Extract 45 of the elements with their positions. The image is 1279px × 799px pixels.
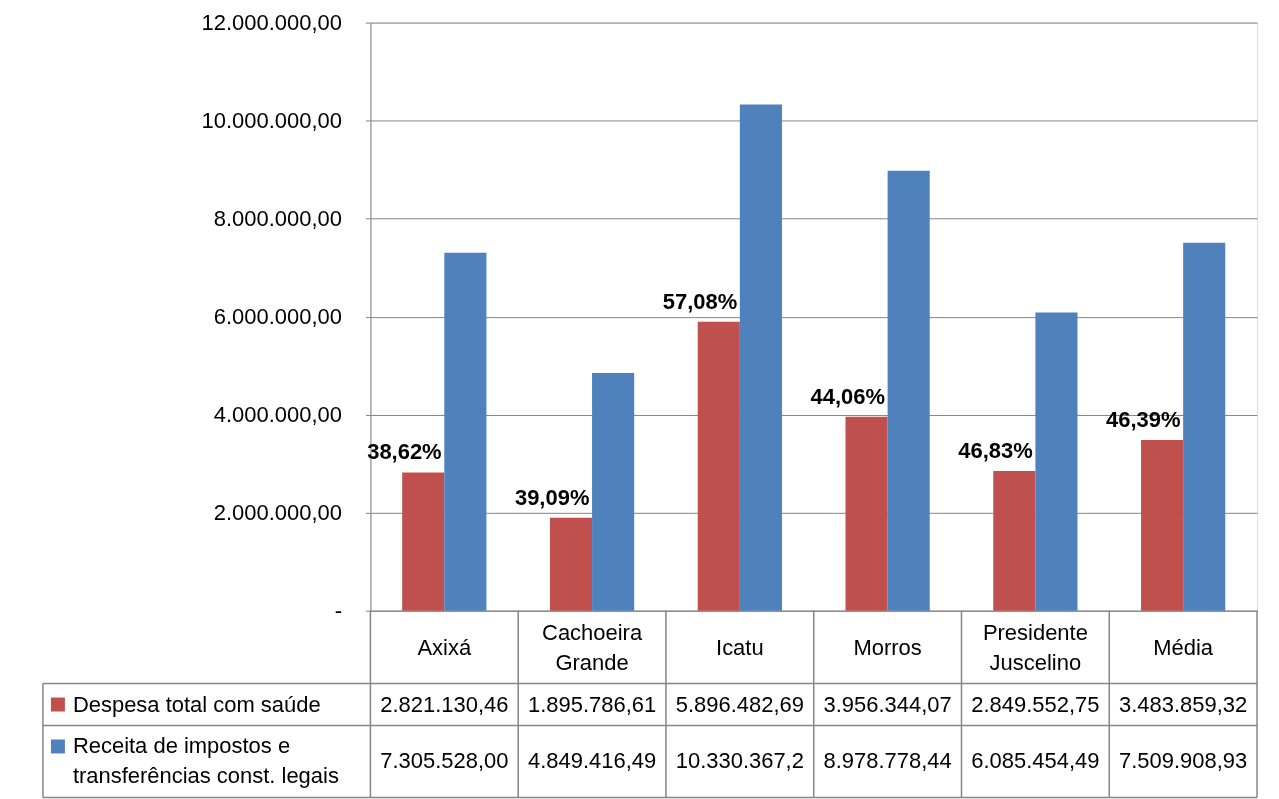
x-tick-label: Presidente Juscelino	[982, 619, 1088, 675]
data-label: 3.483.859,32	[1119, 691, 1248, 717]
y-tick-label: 2.000.000,00	[213, 500, 342, 526]
bar	[887, 170, 930, 611]
data-label: 2.849.552,75	[971, 691, 1100, 717]
x-tick-label: Cachoeira Grande	[542, 619, 643, 675]
y-tick-label: 4.000.000,00	[213, 402, 342, 428]
x-tick-label: Média	[1153, 634, 1214, 660]
data-label: 3.956.344,07	[823, 691, 952, 717]
bar	[1183, 242, 1226, 611]
annotation: 38,62%	[367, 439, 442, 465]
data-label: 7.305.528,00	[380, 748, 509, 774]
data-label: 10.330.367,2	[675, 748, 804, 774]
annotation: 39,09%	[514, 484, 590, 510]
bar	[845, 416, 888, 611]
bar	[549, 517, 593, 611]
data-label: 4.849.416,49	[527, 748, 657, 774]
x-tick-label: Morros	[853, 634, 922, 660]
y-tick-label: 6.000.000,00	[213, 304, 342, 330]
y-tick-label: 12.000.000,00	[201, 10, 342, 36]
y-tick-label: -	[334, 598, 342, 624]
bar	[993, 471, 1036, 611]
legend-label: Receita de impostos e transferências const. legais	[72, 733, 339, 789]
bar	[1035, 312, 1078, 611]
data-label: 6.085.454,49	[971, 748, 1100, 774]
annotation: 57,08%	[662, 288, 738, 314]
data-label: 5.896.482,69	[675, 691, 804, 717]
annotation: 44,06%	[810, 383, 885, 409]
data-label: 1.895.786,61	[527, 691, 657, 717]
data-label: 8.978.778,44	[823, 748, 952, 774]
data-label: 2.821.130,46	[380, 691, 509, 717]
bar	[739, 104, 782, 611]
bar	[697, 321, 740, 611]
data-label: 7.509.908,93	[1119, 748, 1248, 774]
legend-label: Despesa total com saúde	[72, 691, 321, 717]
bar	[402, 472, 445, 611]
bar	[1141, 439, 1184, 611]
y-tick-label: 10.000.000,00	[201, 108, 342, 134]
x-tick-label: Axixá	[417, 634, 472, 660]
bar	[444, 252, 487, 611]
annotation: 46,39%	[1106, 406, 1181, 432]
annotation: 46,83%	[958, 438, 1033, 464]
bar	[592, 373, 635, 611]
x-tick-label: Icatu	[716, 634, 764, 660]
y-tick-label: 8.000.000,00	[213, 206, 342, 232]
